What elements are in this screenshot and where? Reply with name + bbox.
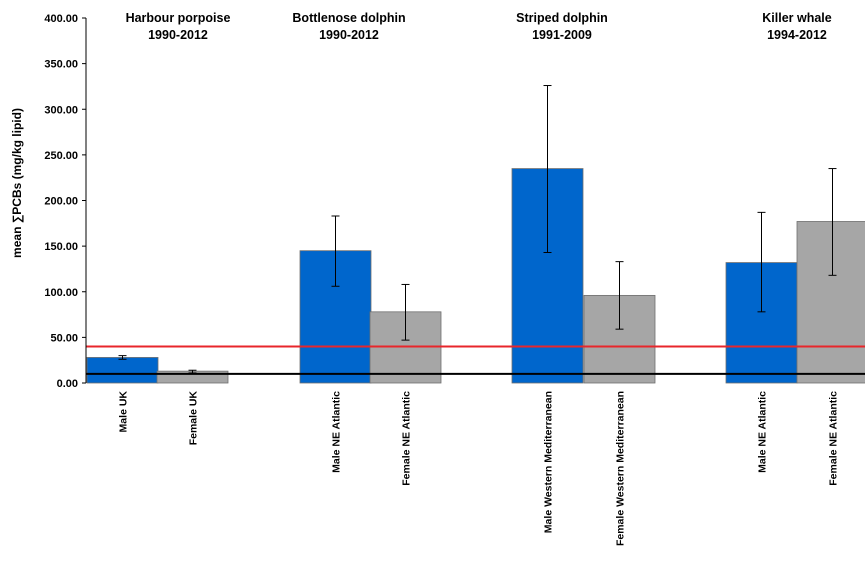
y-tick-label-3: 150.00 [44, 241, 78, 253]
group-species-label-1: Harbour porpoise [126, 11, 231, 25]
group-species-label-3: Striped dolphin [516, 11, 608, 25]
x-tick-label-1: Male UK [118, 391, 130, 433]
x-tick-label-6: Female Western Mediterranean [615, 391, 627, 546]
group-years-label-3: 1991-2009 [532, 28, 592, 42]
x-tick-label-7: Male NE Atlantic [757, 391, 769, 473]
y-tick-label-4: 200.00 [44, 196, 78, 208]
group-years-label-4: 1994-2012 [767, 28, 827, 42]
y-tick-label-8: 400.00 [44, 13, 78, 25]
bar-8 [796, 221, 865, 384]
group-species-label-2: Bottlenose dolphin [292, 11, 405, 25]
y-tick-label-2: 100.00 [44, 287, 78, 299]
x-tick-label-4: Female NE Atlantic [401, 391, 413, 486]
group-years-label-1: 1990-2012 [148, 28, 208, 42]
y-tick-label-0: 0.00 [57, 378, 78, 390]
x-tick-label-8: Female NE Atlantic [828, 391, 840, 486]
group-years-label-2: 1990-2012 [319, 28, 379, 42]
x-tick-label-3: Male NE Atlantic [331, 391, 343, 473]
x-tick-label-5: Male Western Mediterranean [543, 391, 555, 533]
y-tick-label-7: 350.00 [44, 59, 78, 71]
y-tick-label-6: 300.00 [44, 104, 78, 116]
y-tick-label-1: 50.00 [50, 332, 78, 344]
y-tick-label-5: 250.00 [44, 150, 78, 162]
bar-1 [86, 357, 159, 384]
x-tick-label-2: Female UK [188, 391, 200, 446]
group-species-label-4: Killer whale [762, 11, 832, 25]
y-axis-label: mean ∑PCBs (mg/kg lipid) [10, 108, 24, 258]
